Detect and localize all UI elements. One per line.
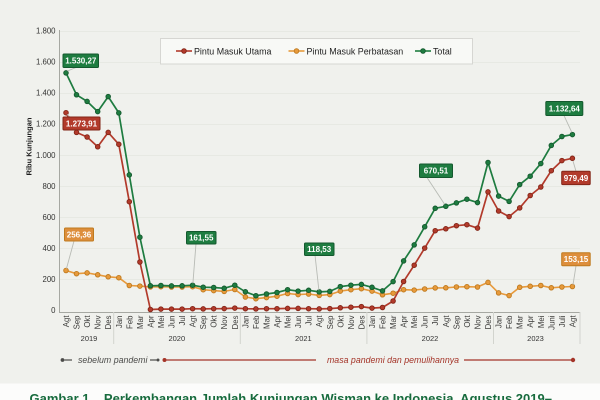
svg-text:Pintu Masuk Perbatasan: Pintu Masuk Perbatasan (307, 46, 404, 56)
svg-text:1.400: 1.400 (36, 89, 56, 98)
svg-text:800: 800 (42, 182, 56, 191)
svg-text:Feb: Feb (125, 315, 134, 329)
svg-text:400: 400 (42, 244, 56, 253)
svg-text:Jan: Jan (368, 316, 377, 329)
svg-text:Jan: Jan (115, 316, 124, 329)
svg-text:600: 600 (42, 213, 56, 222)
svg-text:Nov: Nov (474, 315, 483, 329)
svg-text:Des: Des (357, 315, 366, 329)
svg-text:Apr: Apr (400, 315, 409, 328)
svg-text:2023: 2023 (527, 334, 544, 343)
svg-text:Jun: Jun (421, 316, 430, 329)
svg-text:153,15: 153,15 (564, 255, 589, 264)
svg-text:Sep: Sep (452, 315, 461, 330)
svg-text:Mar: Mar (136, 315, 145, 329)
svg-text:Agt: Agt (62, 315, 71, 328)
svg-text:Sep: Sep (326, 315, 335, 330)
svg-text:Nov: Nov (220, 315, 229, 329)
svg-text:Feb: Feb (379, 315, 388, 329)
svg-text:Des: Des (104, 315, 113, 329)
svg-text:Mei: Mei (537, 315, 546, 328)
svg-text:2020: 2020 (168, 334, 185, 343)
svg-text:0: 0 (51, 306, 56, 315)
svg-text:670,51: 670,51 (424, 167, 449, 176)
svg-text:Mar: Mar (263, 315, 272, 329)
svg-text:1.800: 1.800 (36, 27, 56, 36)
svg-text:1.530,27: 1.530,27 (65, 57, 97, 66)
svg-text:Des: Des (231, 315, 240, 329)
svg-text:1.132,64: 1.132,64 (549, 104, 581, 113)
svg-text:Jan: Jan (241, 316, 250, 329)
svg-text:Feb: Feb (505, 315, 514, 329)
svg-text:Pintu Masuk Utama: Pintu Masuk Utama (194, 46, 272, 56)
svg-text:Total: Total (433, 46, 452, 56)
svg-text:Mei: Mei (284, 315, 293, 328)
svg-text:Mar: Mar (516, 315, 525, 329)
svg-text:161,55: 161,55 (189, 234, 214, 243)
svg-text:Okt: Okt (463, 315, 472, 328)
svg-text:2019: 2019 (81, 334, 98, 343)
svg-text:Sep: Sep (199, 315, 208, 330)
svg-text:Mar: Mar (389, 315, 398, 329)
svg-text:Mei: Mei (157, 315, 166, 328)
svg-text:Agt: Agt (568, 315, 577, 328)
svg-text:Jun: Jun (294, 316, 303, 329)
svg-text:1.273,91: 1.273,91 (66, 119, 98, 128)
svg-text:Agt: Agt (189, 315, 198, 328)
svg-text:masa pandemi dan pemulihannya: masa pandemi dan pemulihannya (327, 355, 459, 365)
svg-text:Feb: Feb (252, 315, 261, 329)
svg-text:Okt: Okt (210, 315, 219, 328)
svg-text:Agt: Agt (442, 315, 451, 328)
svg-text:Jan: Jan (495, 316, 504, 329)
svg-text:Jul: Jul (178, 315, 187, 325)
svg-text:Agt: Agt (315, 315, 324, 328)
svg-text:1.600: 1.600 (36, 58, 56, 67)
svg-text:Gambar 1. Perkembangan Jumla: Gambar 1. Perkembangan Jumlah Kunjungan … (30, 391, 552, 400)
svg-text:Nov: Nov (94, 315, 103, 329)
svg-text:Okt: Okt (83, 315, 92, 328)
svg-text:Apr: Apr (273, 315, 282, 328)
svg-text:Jun: Jun (168, 316, 177, 329)
svg-text:Juni: Juni (547, 315, 556, 330)
svg-text:200: 200 (42, 275, 56, 284)
svg-text:Jul: Jul (305, 315, 314, 325)
svg-text:Juli: Juli (558, 315, 567, 327)
svg-text:118,53: 118,53 (307, 245, 332, 254)
svg-text:Ribu Kunjungan: Ribu Kunjungan (25, 117, 34, 175)
svg-text:979,49: 979,49 (564, 174, 589, 183)
svg-text:Nov: Nov (347, 315, 356, 329)
svg-text:Sep: Sep (73, 315, 82, 330)
svg-text:256,36: 256,36 (67, 230, 92, 239)
svg-text:1.000: 1.000 (36, 151, 56, 160)
svg-text:Apr: Apr (146, 315, 155, 328)
svg-text:Mei: Mei (410, 315, 419, 328)
svg-text:Des: Des (484, 315, 493, 329)
svg-text:sebelum pandemi: sebelum pandemi (78, 355, 148, 365)
svg-text:Okt: Okt (336, 315, 345, 328)
svg-text:Apr: Apr (526, 315, 535, 328)
svg-text:1.200: 1.200 (36, 120, 56, 129)
svg-text:Jul: Jul (431, 315, 440, 325)
svg-text:2022: 2022 (422, 334, 439, 343)
svg-text:2021: 2021 (295, 334, 312, 343)
